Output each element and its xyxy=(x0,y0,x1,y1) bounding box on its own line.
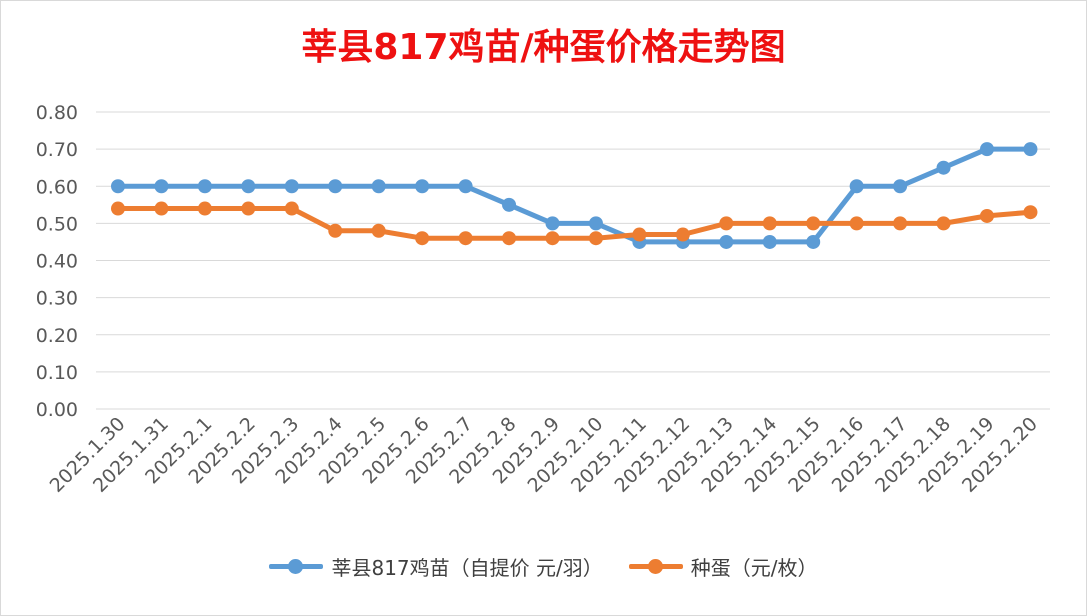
legend-chick-marker-icon xyxy=(288,559,304,574)
data-point-series-2 xyxy=(849,216,864,231)
data-point-series-2 xyxy=(154,201,169,216)
data-point-series-2 xyxy=(458,231,473,246)
legend-chick-label: 莘县817鸡苗（自提价 元/羽） xyxy=(331,556,603,580)
data-point-series-1 xyxy=(458,179,473,194)
data-point-series-2 xyxy=(241,201,256,216)
y-tick-label: 0.40 xyxy=(36,251,78,273)
legend-item-chick: 莘县817鸡苗（自提价 元/羽） xyxy=(269,552,603,581)
gridlines xyxy=(96,111,1050,410)
y-axis-ticks: 0.00 0.10 0.20 0.30 0.40 0.50 0.60 0.70 0.80 xyxy=(36,102,78,421)
y-tick-label: 0.20 xyxy=(36,325,78,347)
data-point-series-1 xyxy=(371,179,386,194)
data-point-series-1 xyxy=(762,234,777,249)
legend-item-egg: 种蛋（元/枚） xyxy=(628,552,818,581)
data-point-series-1 xyxy=(328,179,343,194)
data-point-series-2 xyxy=(806,216,821,231)
data-point-series-1 xyxy=(719,234,734,249)
legend-chick-line-icon xyxy=(269,559,324,574)
y-tick-label: 0.50 xyxy=(36,213,78,235)
data-point-series-2 xyxy=(197,201,212,216)
data-point-series-1 xyxy=(502,197,517,212)
data-point-series-2 xyxy=(545,231,560,246)
y-tick-label: 0.10 xyxy=(36,362,78,384)
series-lines xyxy=(115,146,1033,245)
data-point-series-1 xyxy=(415,179,430,194)
data-point-series-1 xyxy=(1023,142,1038,157)
series-points xyxy=(111,142,1038,249)
y-tick-label: 0.60 xyxy=(36,176,78,198)
data-point-series-2 xyxy=(111,201,125,216)
x-axis-ticks: 2025.1.302025.1.312025.2.12025.2.22025.2… xyxy=(46,413,1042,497)
data-point-series-1 xyxy=(806,234,821,249)
data-point-series-1 xyxy=(849,179,864,194)
data-point-series-2 xyxy=(328,223,343,238)
data-point-series-2 xyxy=(719,216,734,231)
data-point-series-1 xyxy=(980,142,994,157)
data-point-series-2 xyxy=(632,227,647,242)
data-point-series-1 xyxy=(588,216,603,231)
y-tick-label: 0.70 xyxy=(36,139,78,161)
data-point-series-2 xyxy=(284,201,299,216)
legend-egg-line-icon xyxy=(628,559,683,574)
data-point-series-2 xyxy=(893,216,908,231)
data-point-series-1 xyxy=(284,179,299,194)
data-point-series-2 xyxy=(980,208,994,223)
legend-egg-label: 种蛋（元/枚） xyxy=(690,556,818,580)
legend: 莘县817鸡苗（自提价 元/羽） 种蛋（元/枚） xyxy=(0,552,1087,581)
data-point-series-1 xyxy=(111,179,125,194)
data-point-series-1 xyxy=(545,216,560,231)
y-tick-label: 0.80 xyxy=(36,102,78,124)
data-point-series-2 xyxy=(675,227,690,242)
data-point-series-1 xyxy=(893,179,908,194)
data-point-series-2 xyxy=(415,231,430,246)
data-point-series-2 xyxy=(936,216,951,231)
series-line-2 xyxy=(115,206,1033,241)
data-point-series-2 xyxy=(762,216,777,231)
data-point-series-2 xyxy=(502,231,517,246)
series-line-1 xyxy=(115,146,1033,245)
y-tick-label: 0.00 xyxy=(36,399,78,421)
legend-egg-marker-icon xyxy=(647,559,663,574)
data-point-series-1 xyxy=(936,160,951,175)
data-point-series-2 xyxy=(371,223,386,238)
data-point-series-2 xyxy=(588,231,603,246)
data-point-series-1 xyxy=(241,179,256,194)
data-point-series-2 xyxy=(1023,205,1038,220)
data-point-series-1 xyxy=(197,179,212,194)
data-point-series-1 xyxy=(154,179,169,194)
chart-title: 莘县817鸡苗/种蛋价格走势图 xyxy=(301,27,786,68)
y-tick-label: 0.30 xyxy=(36,288,78,310)
